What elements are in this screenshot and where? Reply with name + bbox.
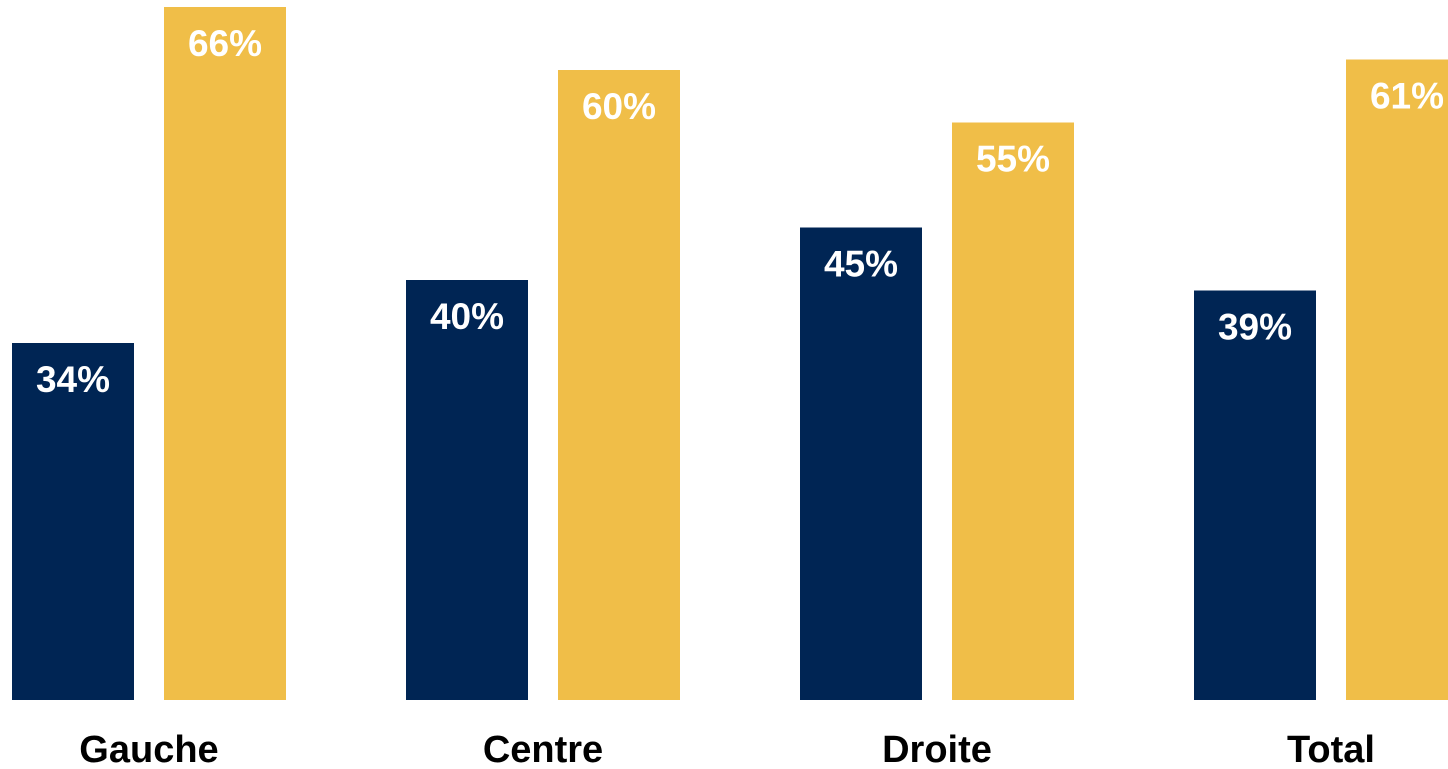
bar-total-series-2 (1346, 59, 1448, 700)
bar-centre-series-2 (558, 70, 680, 700)
bar-value-label: 66% (188, 23, 262, 64)
bar-gauche-series-1 (12, 343, 134, 700)
value-labels-layer: 34% 66% 40% 60% 45% 55% 39% 61% (36, 23, 1444, 400)
bar-centre-series-1 (406, 280, 528, 700)
bars-layer (12, 7, 1448, 700)
category-label-centre: Centre (483, 729, 603, 769)
category-label-total: Total (1287, 729, 1375, 769)
bar-droite-series-1 (800, 227, 922, 700)
bar-total-series-1 (1194, 290, 1316, 700)
bar-gauche-series-2 (164, 7, 286, 700)
bar-value-label: 34% (36, 359, 110, 400)
category-labels-layer: Gauche Centre Droite Total (79, 729, 1375, 769)
bar-value-label: 39% (1218, 307, 1292, 348)
category-label-droite: Droite (882, 729, 992, 769)
bar-value-label: 60% (582, 86, 656, 127)
bar-value-label: 55% (976, 139, 1050, 180)
category-label-gauche: Gauche (79, 729, 218, 769)
bar-value-label: 40% (430, 296, 504, 337)
bar-droite-series-2 (952, 122, 1074, 700)
bar-value-label: 45% (824, 244, 898, 285)
bar-value-label: 61% (1370, 76, 1444, 117)
